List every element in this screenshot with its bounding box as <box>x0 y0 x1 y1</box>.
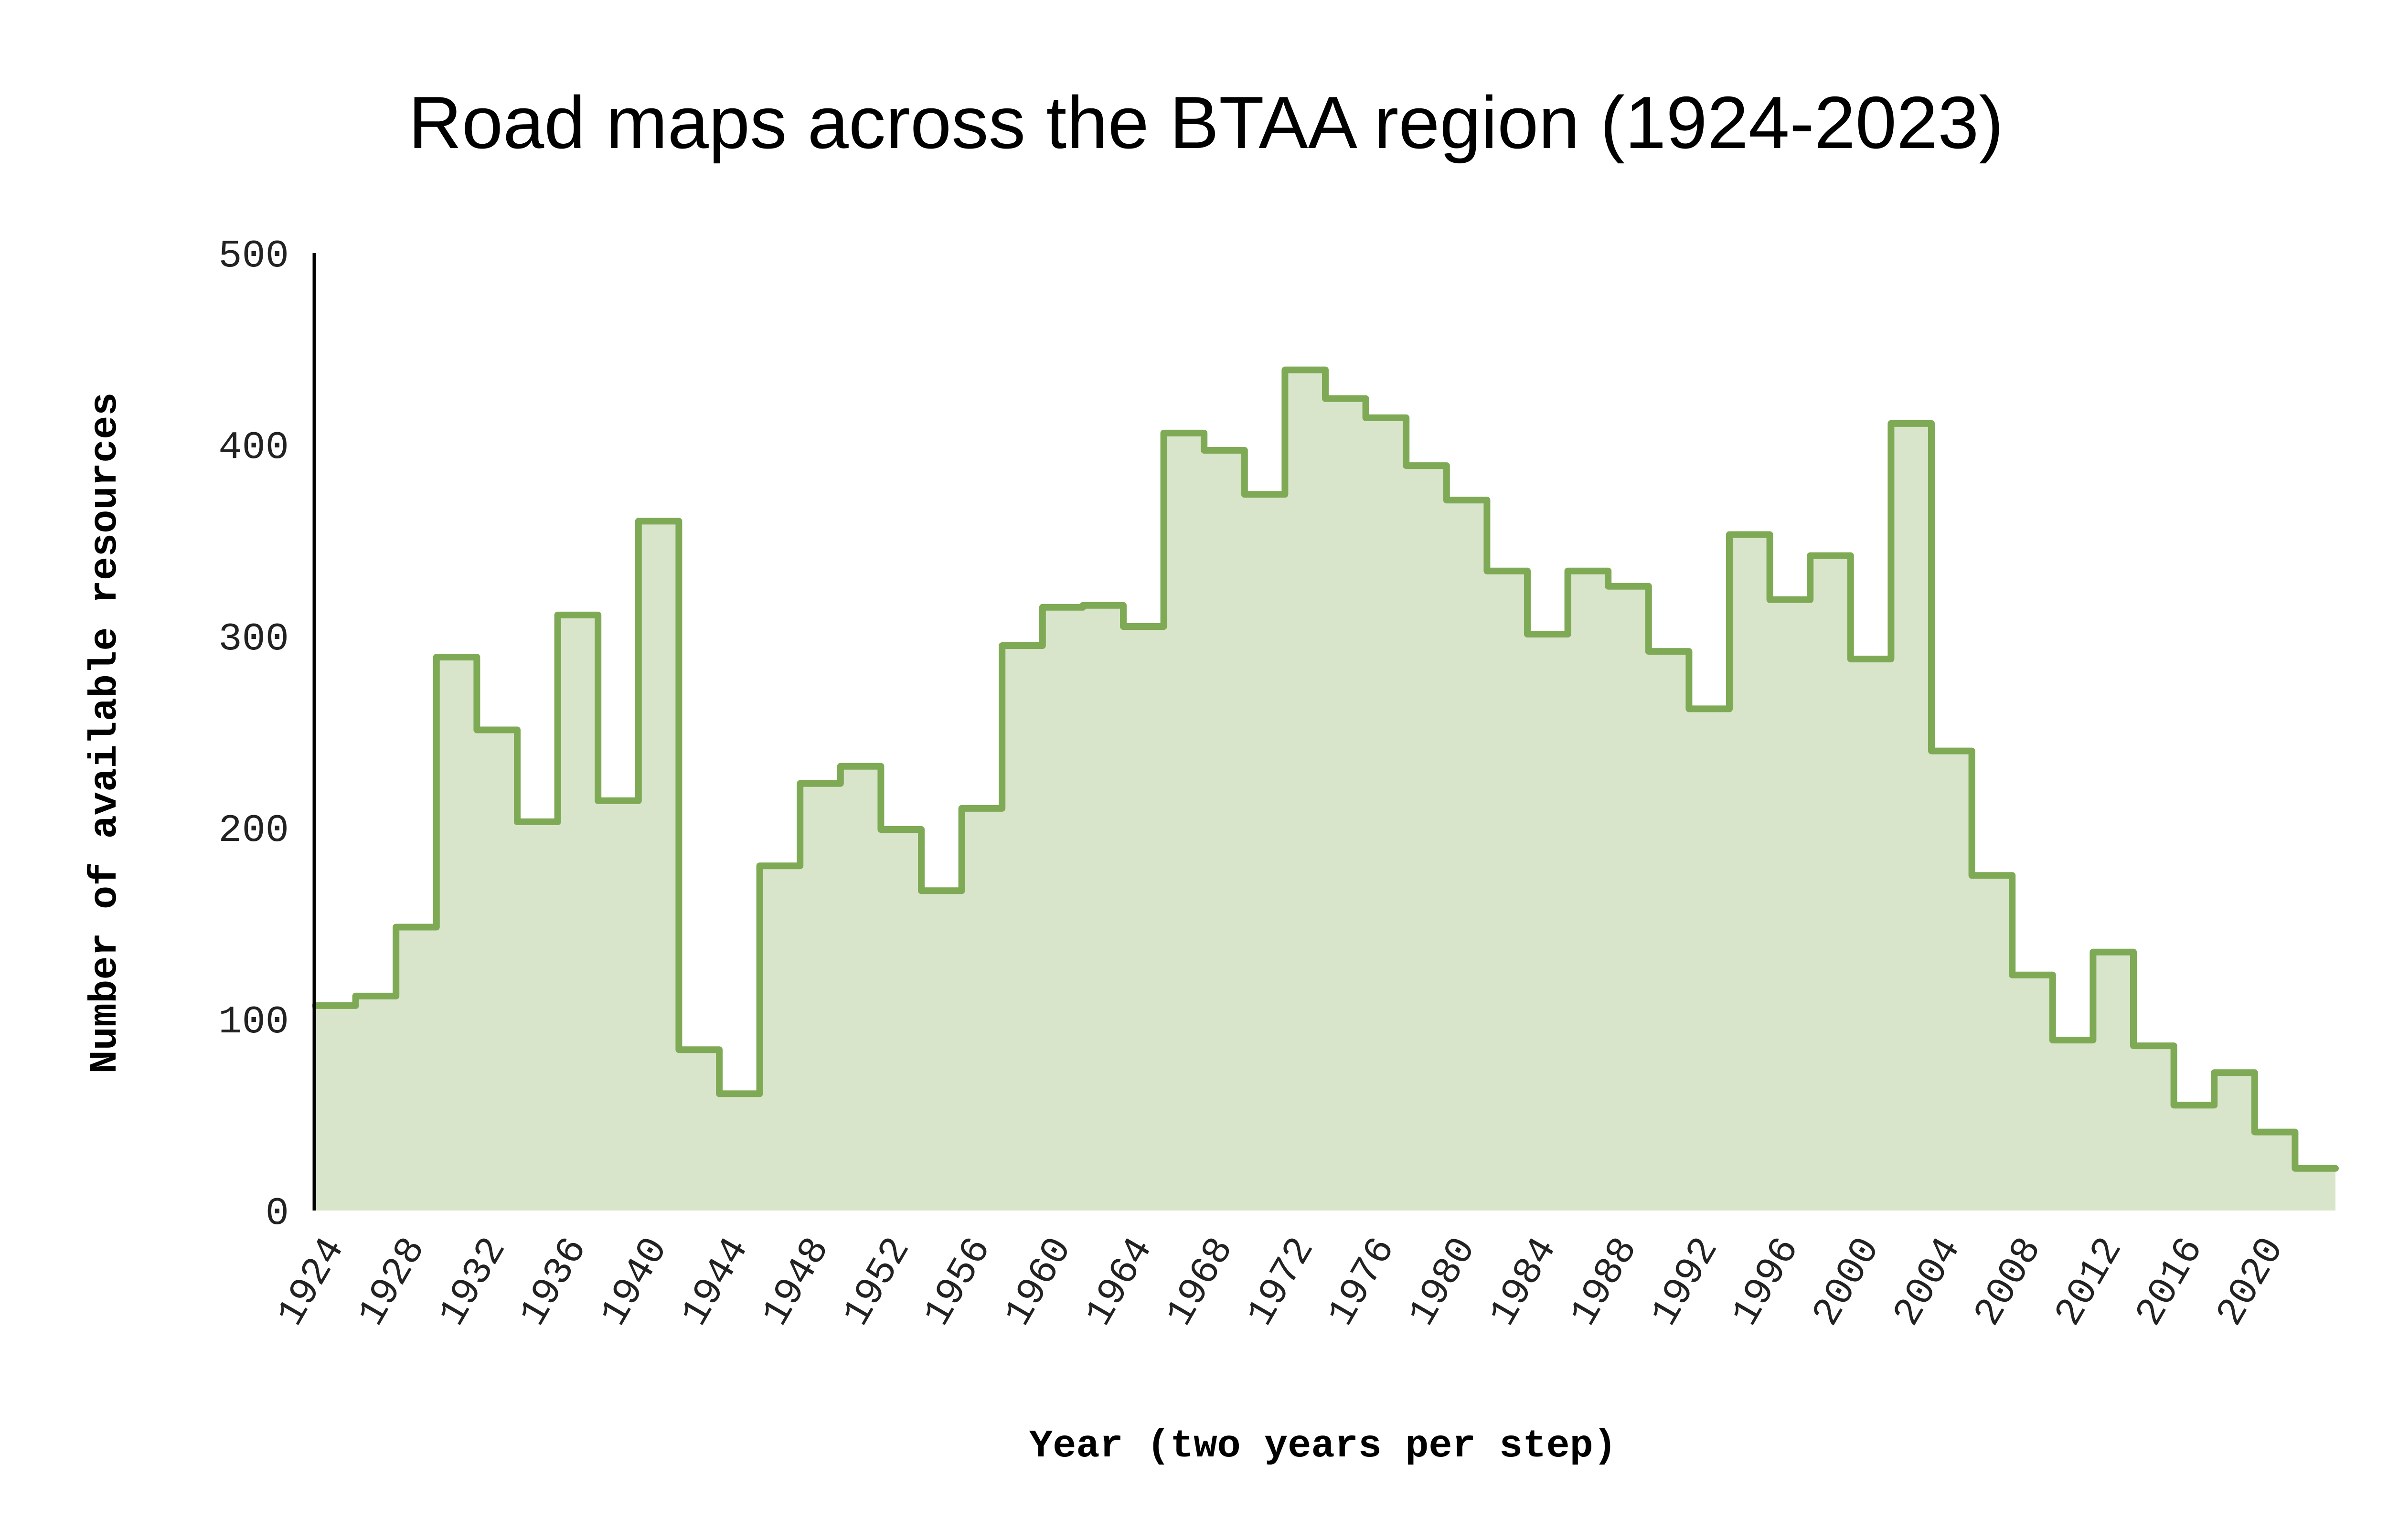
chart-title: Road maps across the BTAA region (1924-2… <box>408 81 2004 164</box>
series-area-fill <box>315 370 2335 1211</box>
x-tick-label: 1956 <box>915 1230 1001 1334</box>
x-tick-label: 2000 <box>1804 1230 1889 1334</box>
x-axis-label: Year (two years per step) <box>1029 1424 1617 1468</box>
y-tick-label: 200 <box>218 808 289 853</box>
x-tick-label: 1932 <box>430 1230 516 1334</box>
x-tick-label: 1964 <box>1077 1230 1162 1334</box>
x-tick-label: 1944 <box>673 1230 758 1334</box>
x-tick-label: 1972 <box>1238 1230 1324 1334</box>
x-tick-label: 1984 <box>1481 1230 1567 1334</box>
y-tick-labels: 0 100 200 300 400 500 <box>218 234 289 1236</box>
y-tick-label: 500 <box>218 234 289 278</box>
x-tick-labels: 1924192819321936194019441948195219561960… <box>269 1230 2294 1334</box>
x-tick-label: 1976 <box>1319 1230 1405 1334</box>
y-tick-label: 300 <box>218 617 289 661</box>
x-tick-label: 2020 <box>2208 1230 2293 1334</box>
plot-area <box>312 366 2339 1211</box>
y-tick-label: 100 <box>218 1000 289 1044</box>
x-tick-label: 1940 <box>592 1230 677 1334</box>
x-tick-label: 2012 <box>2047 1230 2132 1334</box>
x-tick-label: 1936 <box>511 1230 597 1334</box>
x-tick-label: 1980 <box>1400 1230 1485 1334</box>
x-tick-label: 1992 <box>1642 1230 1728 1334</box>
y-tick-label: 0 <box>266 1191 289 1236</box>
x-tick-label: 1948 <box>754 1230 839 1334</box>
x-tick-label: 1968 <box>1158 1230 1243 1334</box>
x-tick-label: 1952 <box>834 1230 920 1334</box>
y-axis-label: Number of available resources <box>83 392 128 1073</box>
series-step-line <box>312 366 2339 1172</box>
x-tick-label: 1928 <box>350 1230 435 1334</box>
x-tick-label: 1996 <box>1723 1230 1809 1334</box>
x-tick-label: 1924 <box>269 1230 354 1334</box>
x-tick-label: 2016 <box>2127 1230 2213 1334</box>
y-tick-label: 400 <box>218 425 289 470</box>
x-tick-label: 1960 <box>996 1230 1081 1334</box>
x-tick-label: 2004 <box>1885 1230 1971 1334</box>
x-tick-label: 1988 <box>1562 1230 1647 1334</box>
x-tick-label: 2008 <box>1966 1230 2051 1334</box>
